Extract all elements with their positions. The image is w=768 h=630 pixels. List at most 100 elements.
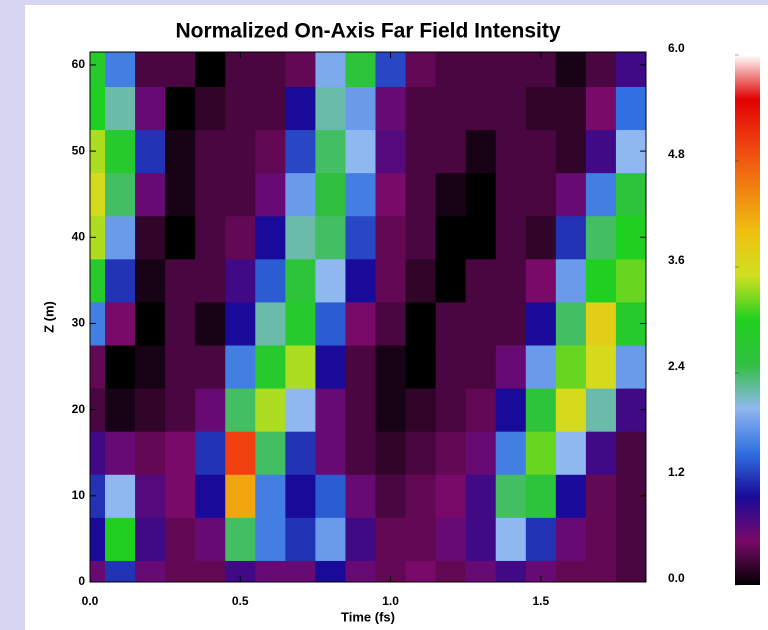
- heatmap-cell: [495, 129, 527, 174]
- heatmap-cell: [465, 86, 497, 131]
- heatmap-cell: [345, 301, 377, 346]
- heatmap-cell: [405, 560, 437, 582]
- heatmap-cell: [345, 345, 377, 389]
- heatmap-cell: [555, 431, 587, 475]
- heatmap-cell: [285, 258, 316, 303]
- heatmap-cell: [195, 215, 226, 260]
- heatmap-cell: [525, 172, 557, 217]
- heatmap-cell: [585, 345, 617, 389]
- heatmap-cell: [255, 345, 286, 389]
- heatmap-cell: [165, 129, 196, 174]
- heatmap-cell: [105, 129, 136, 174]
- heatmap-cell: [405, 517, 437, 561]
- heatmap-cell: [615, 431, 646, 475]
- heatmap-cell: [405, 258, 437, 303]
- heatmap-cell: [195, 474, 226, 518]
- heatmap-cell: [315, 345, 346, 389]
- heatmap-cell: [315, 172, 346, 217]
- heatmap-cell: [465, 172, 497, 217]
- heatmap-cell: [90, 560, 106, 582]
- heatmap-cell: [315, 560, 346, 582]
- heatmap-cell: [585, 215, 617, 260]
- heatmap-cell: [90, 172, 106, 217]
- heatmap-cell: [585, 86, 617, 131]
- heatmap-cell: [345, 431, 377, 475]
- heatmap-cell: [405, 345, 437, 389]
- heatmap-cell: [105, 517, 136, 561]
- heatmap-cell: [555, 345, 587, 389]
- heatmap-cell: [90, 52, 106, 87]
- heatmap-cell: [90, 258, 106, 303]
- heatmap-cell: [615, 86, 646, 131]
- heatmap-cell: [495, 258, 527, 303]
- heatmap-cell: [555, 517, 587, 561]
- x-axis-label: Time (fs): [341, 609, 395, 624]
- heatmap-cell: [345, 474, 377, 518]
- heatmap-cell: [255, 517, 286, 561]
- heatmap-cell: [195, 517, 226, 561]
- heatmap-cell: [105, 258, 136, 303]
- heatmap-cell: [285, 345, 316, 389]
- heatmap-cell: [315, 215, 346, 260]
- heatmap-cell: [525, 86, 557, 131]
- heatmap-cell: [585, 301, 617, 346]
- heatmap-cell: [495, 345, 527, 389]
- heatmap-cell: [375, 86, 407, 131]
- heatmap-cell: [405, 301, 437, 346]
- heatmap-cell: [435, 474, 467, 518]
- heatmap-cell: [375, 215, 407, 260]
- heatmap-cell: [195, 129, 226, 174]
- heatmap-cell: [435, 431, 467, 475]
- heatmap-cell: [225, 431, 256, 475]
- heatmap-cell: [165, 86, 196, 131]
- heatmap-cell: [615, 560, 646, 582]
- heatmap-cell: [495, 474, 527, 518]
- heatmap-cell: [585, 258, 617, 303]
- heatmap-cell: [165, 172, 196, 217]
- heatmap-cell: [105, 345, 136, 389]
- y-tick-label: 60: [72, 57, 86, 71]
- heatmap-cell: [495, 517, 527, 561]
- heatmap-cell: [165, 474, 196, 518]
- heatmap-cell: [435, 345, 467, 389]
- heatmap-cell: [405, 215, 437, 260]
- heatmap-cell: [135, 172, 166, 217]
- heatmap-cell: [165, 215, 196, 260]
- heatmap-cell: [195, 431, 226, 475]
- y-tick-label: 30: [72, 316, 86, 330]
- heatmap-cell: [225, 215, 256, 260]
- heatmap-cell: [465, 388, 497, 432]
- heatmap-cell: [465, 301, 497, 346]
- heatmap-cell: [375, 560, 407, 582]
- heatmap-cell: [165, 52, 196, 87]
- heatmap-cell: [195, 345, 226, 389]
- heatmap-cell: [495, 388, 527, 432]
- heatmap-cell: [165, 345, 196, 389]
- heatmap-cell: [345, 52, 377, 87]
- heatmap-cell: [465, 560, 497, 582]
- heatmap-cell: [195, 86, 226, 131]
- chart-title: Normalized On-Axis Far Field Intensity: [175, 20, 560, 43]
- heatmap-cell: [105, 52, 136, 87]
- heatmap-cell: [345, 560, 377, 582]
- heatmap-cell: [375, 172, 407, 217]
- heatmap-cell: [555, 172, 587, 217]
- heatmap-cell: [615, 517, 646, 561]
- heatmap-cell: [435, 301, 467, 346]
- heatmap-cell: [255, 52, 286, 87]
- heatmap-cell: [405, 86, 437, 131]
- heatmap-cell: [555, 215, 587, 260]
- heatmap-cell: [465, 129, 497, 174]
- heatmap-cell: [285, 301, 316, 346]
- heatmap-cell: [585, 474, 617, 518]
- heatmap-cell: [555, 52, 587, 87]
- heatmap-cell: [225, 388, 256, 432]
- heatmap-cell: [225, 52, 256, 87]
- heatmap-cell: [285, 172, 316, 217]
- heatmap-cell: [165, 258, 196, 303]
- heatmap-cell: [135, 388, 166, 432]
- heatmap-cell: [195, 52, 226, 87]
- heatmap-cell: [105, 86, 136, 131]
